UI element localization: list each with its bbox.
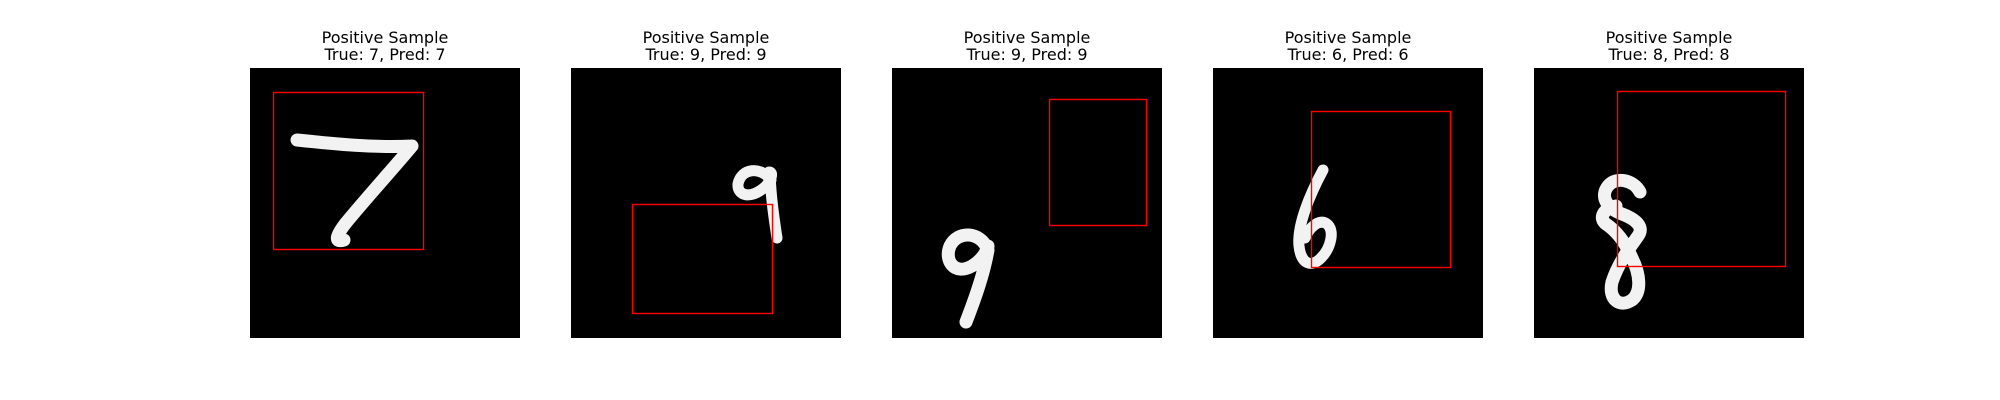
bounding-box [1310,110,1452,269]
sample-panel-3: Positive Sample True: 9, Pred: 9 [892,0,1162,400]
digit-image-canvas [272,91,425,251]
digit-image-canvas [631,165,783,315]
panel-title: Positive Sample [321,28,449,47]
sample-panel-1: Positive Sample True: 7, Pred: 7 [250,0,520,400]
panel-label: True: 9, Pred: 9 [966,45,1088,64]
bounding-box [631,203,774,315]
digit-image [1534,68,1804,338]
digit-image-canvas [1293,110,1452,269]
digit-image [1213,68,1483,338]
digit-image [571,68,841,338]
panel-title: Positive Sample [963,28,1091,47]
panel-label: True: 6, Pred: 6 [1287,45,1409,64]
handwritten-digit-8 [1595,173,1647,310]
handwritten-digit-6 [1293,164,1337,269]
panel-title: Positive Sample [1284,28,1412,47]
panel-label: True: 9, Pred: 9 [645,45,767,64]
bounding-box [272,91,425,251]
handwritten-digit-9 [941,228,995,329]
digit-image [892,68,1162,338]
digit-image [250,68,520,338]
bounding-box [1616,90,1787,268]
digit-image-canvas [941,98,1148,329]
bounding-box [1048,98,1148,227]
sample-panel-2: Positive Sample True: 9, Pred: 9 [571,0,841,400]
digit-image-canvas [1595,90,1787,310]
panel-title: Positive Sample [642,28,770,47]
panel-title: Positive Sample [1605,28,1733,47]
panel-label: True: 7, Pred: 7 [324,45,446,64]
handwritten-digit-7 [290,133,419,248]
panel-label: True: 8, Pred: 8 [1608,45,1730,64]
sample-panel-4: Positive Sample True: 6, Pred: 6 [1213,0,1483,400]
sample-panel-5: Positive Sample True: 8, Pred: 8 [1534,0,1804,400]
